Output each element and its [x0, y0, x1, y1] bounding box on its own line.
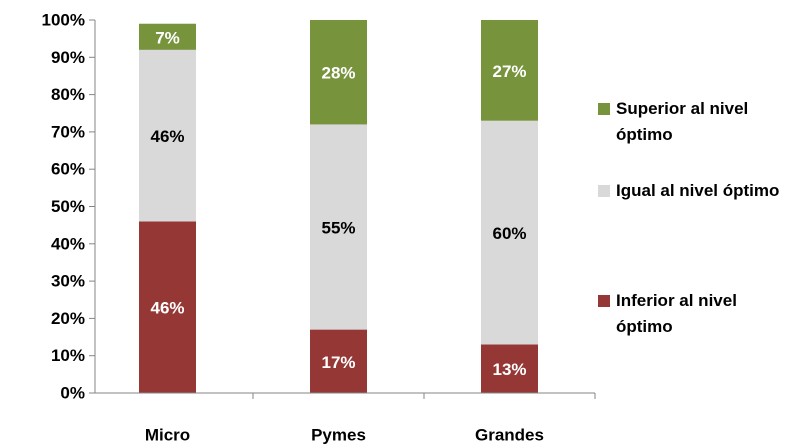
- bar-segment: [310, 124, 367, 330]
- y-tick-label: 100%: [42, 10, 85, 29]
- data-label: 7%: [155, 28, 180, 47]
- bar-segment: [481, 344, 538, 393]
- legend-item: Superior al nivel óptimo: [598, 96, 793, 148]
- data-label: 27%: [492, 62, 526, 81]
- legend-label: Igual al nivel óptimo: [616, 181, 780, 200]
- legend-swatch: [598, 103, 610, 115]
- y-tick-label: 80%: [51, 85, 85, 104]
- x-tick-label: Micro: [145, 425, 190, 444]
- data-label: 60%: [492, 224, 526, 243]
- data-label: 17%: [321, 353, 355, 372]
- bar-segment: [139, 221, 196, 393]
- y-tick-label: 60%: [51, 160, 85, 179]
- y-tick-label: 10%: [51, 346, 85, 365]
- x-tick-label: Grandes: [475, 425, 544, 444]
- bar-segment: [481, 20, 538, 121]
- bar-segment: [310, 20, 367, 125]
- y-tick-label: 30%: [51, 272, 85, 291]
- y-tick-label: 70%: [51, 122, 85, 141]
- bar-segment: [481, 120, 538, 345]
- x-tick-label: Pymes: [311, 425, 366, 444]
- y-tick-label: 20%: [51, 309, 85, 328]
- data-label: 55%: [321, 218, 355, 237]
- legend-item: Igual al nivel óptimo: [598, 178, 793, 204]
- bar-segment: [139, 49, 196, 222]
- data-label: 46%: [150, 127, 184, 146]
- legend-item: Inferior al nivel óptimo: [598, 288, 793, 340]
- y-tick-label: 50%: [51, 197, 85, 216]
- bar-segment: [139, 23, 196, 50]
- bar-segment: [310, 329, 367, 393]
- legend-label: Superior al nivel óptimo: [616, 99, 749, 144]
- y-tick-label: 40%: [51, 234, 85, 253]
- legend-label: Inferior al nivel óptimo: [616, 291, 737, 336]
- y-tick-label: 90%: [51, 48, 85, 67]
- data-label: 13%: [492, 360, 526, 379]
- legend-swatch: [598, 295, 610, 307]
- y-tick-label: 0%: [60, 383, 85, 402]
- legend-swatch: [598, 185, 610, 197]
- data-label: 46%: [150, 299, 184, 318]
- data-label: 28%: [321, 64, 355, 83]
